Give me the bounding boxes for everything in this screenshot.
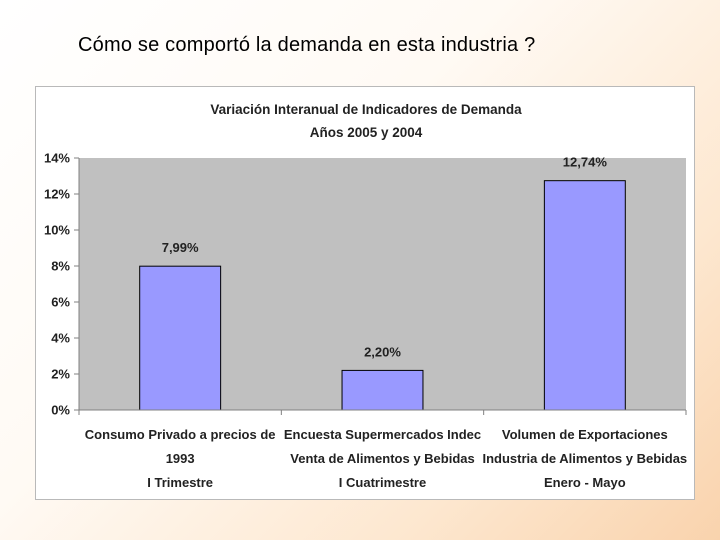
x-category-label: Industria de Alimentos y Bebidas <box>482 451 687 466</box>
y-tick-label: 6% <box>51 295 70 310</box>
bar-2 <box>341 369 424 411</box>
x-category-label: Consumo Privado a precios de <box>85 427 276 442</box>
x-category-label: I Cuatrimestre <box>339 475 426 490</box>
data-label-3: 12,74% <box>563 155 608 170</box>
y-axis: 0% 2% 4% 6% 8% 10% 12% 14% <box>44 151 80 418</box>
x-category-label: Enero - Mayo <box>544 475 626 490</box>
x-category-label: Volumen de Exportaciones <box>502 427 668 442</box>
slide-title: Cómo se comportó la demanda en esta indu… <box>78 34 536 56</box>
y-tick-label: 8% <box>51 259 70 274</box>
y-tick-label: 10% <box>44 223 70 238</box>
data-label-2: 2,20% <box>364 344 401 359</box>
y-tick-label: 2% <box>51 367 70 382</box>
data-label-1: 7,99% <box>162 240 199 255</box>
x-category-label: Encuesta Supermercados Indec <box>284 427 481 442</box>
y-tick-label: 14% <box>44 151 70 166</box>
x-category-label: I Trimestre <box>147 475 213 490</box>
x-category-label: 1993 <box>166 451 195 466</box>
bars <box>139 180 626 411</box>
y-tick-label: 0% <box>51 403 70 418</box>
bar-1 <box>139 265 222 411</box>
chart-title: Variación Interanual de Indicadores de D… <box>210 102 522 117</box>
y-tick-label: 12% <box>44 187 70 202</box>
chart-subtitle: Años 2005 y 2004 <box>310 125 423 140</box>
y-tick-label: 4% <box>51 331 70 346</box>
data-labels: 7,99% 2,20% 12,74% <box>162 155 608 360</box>
x-category-label: Venta de Alimentos y Bebidas <box>290 451 474 466</box>
bar-3 <box>543 180 626 411</box>
x-axis: Consumo Privado a precios de 1993 I Trimes… <box>78 409 687 490</box>
